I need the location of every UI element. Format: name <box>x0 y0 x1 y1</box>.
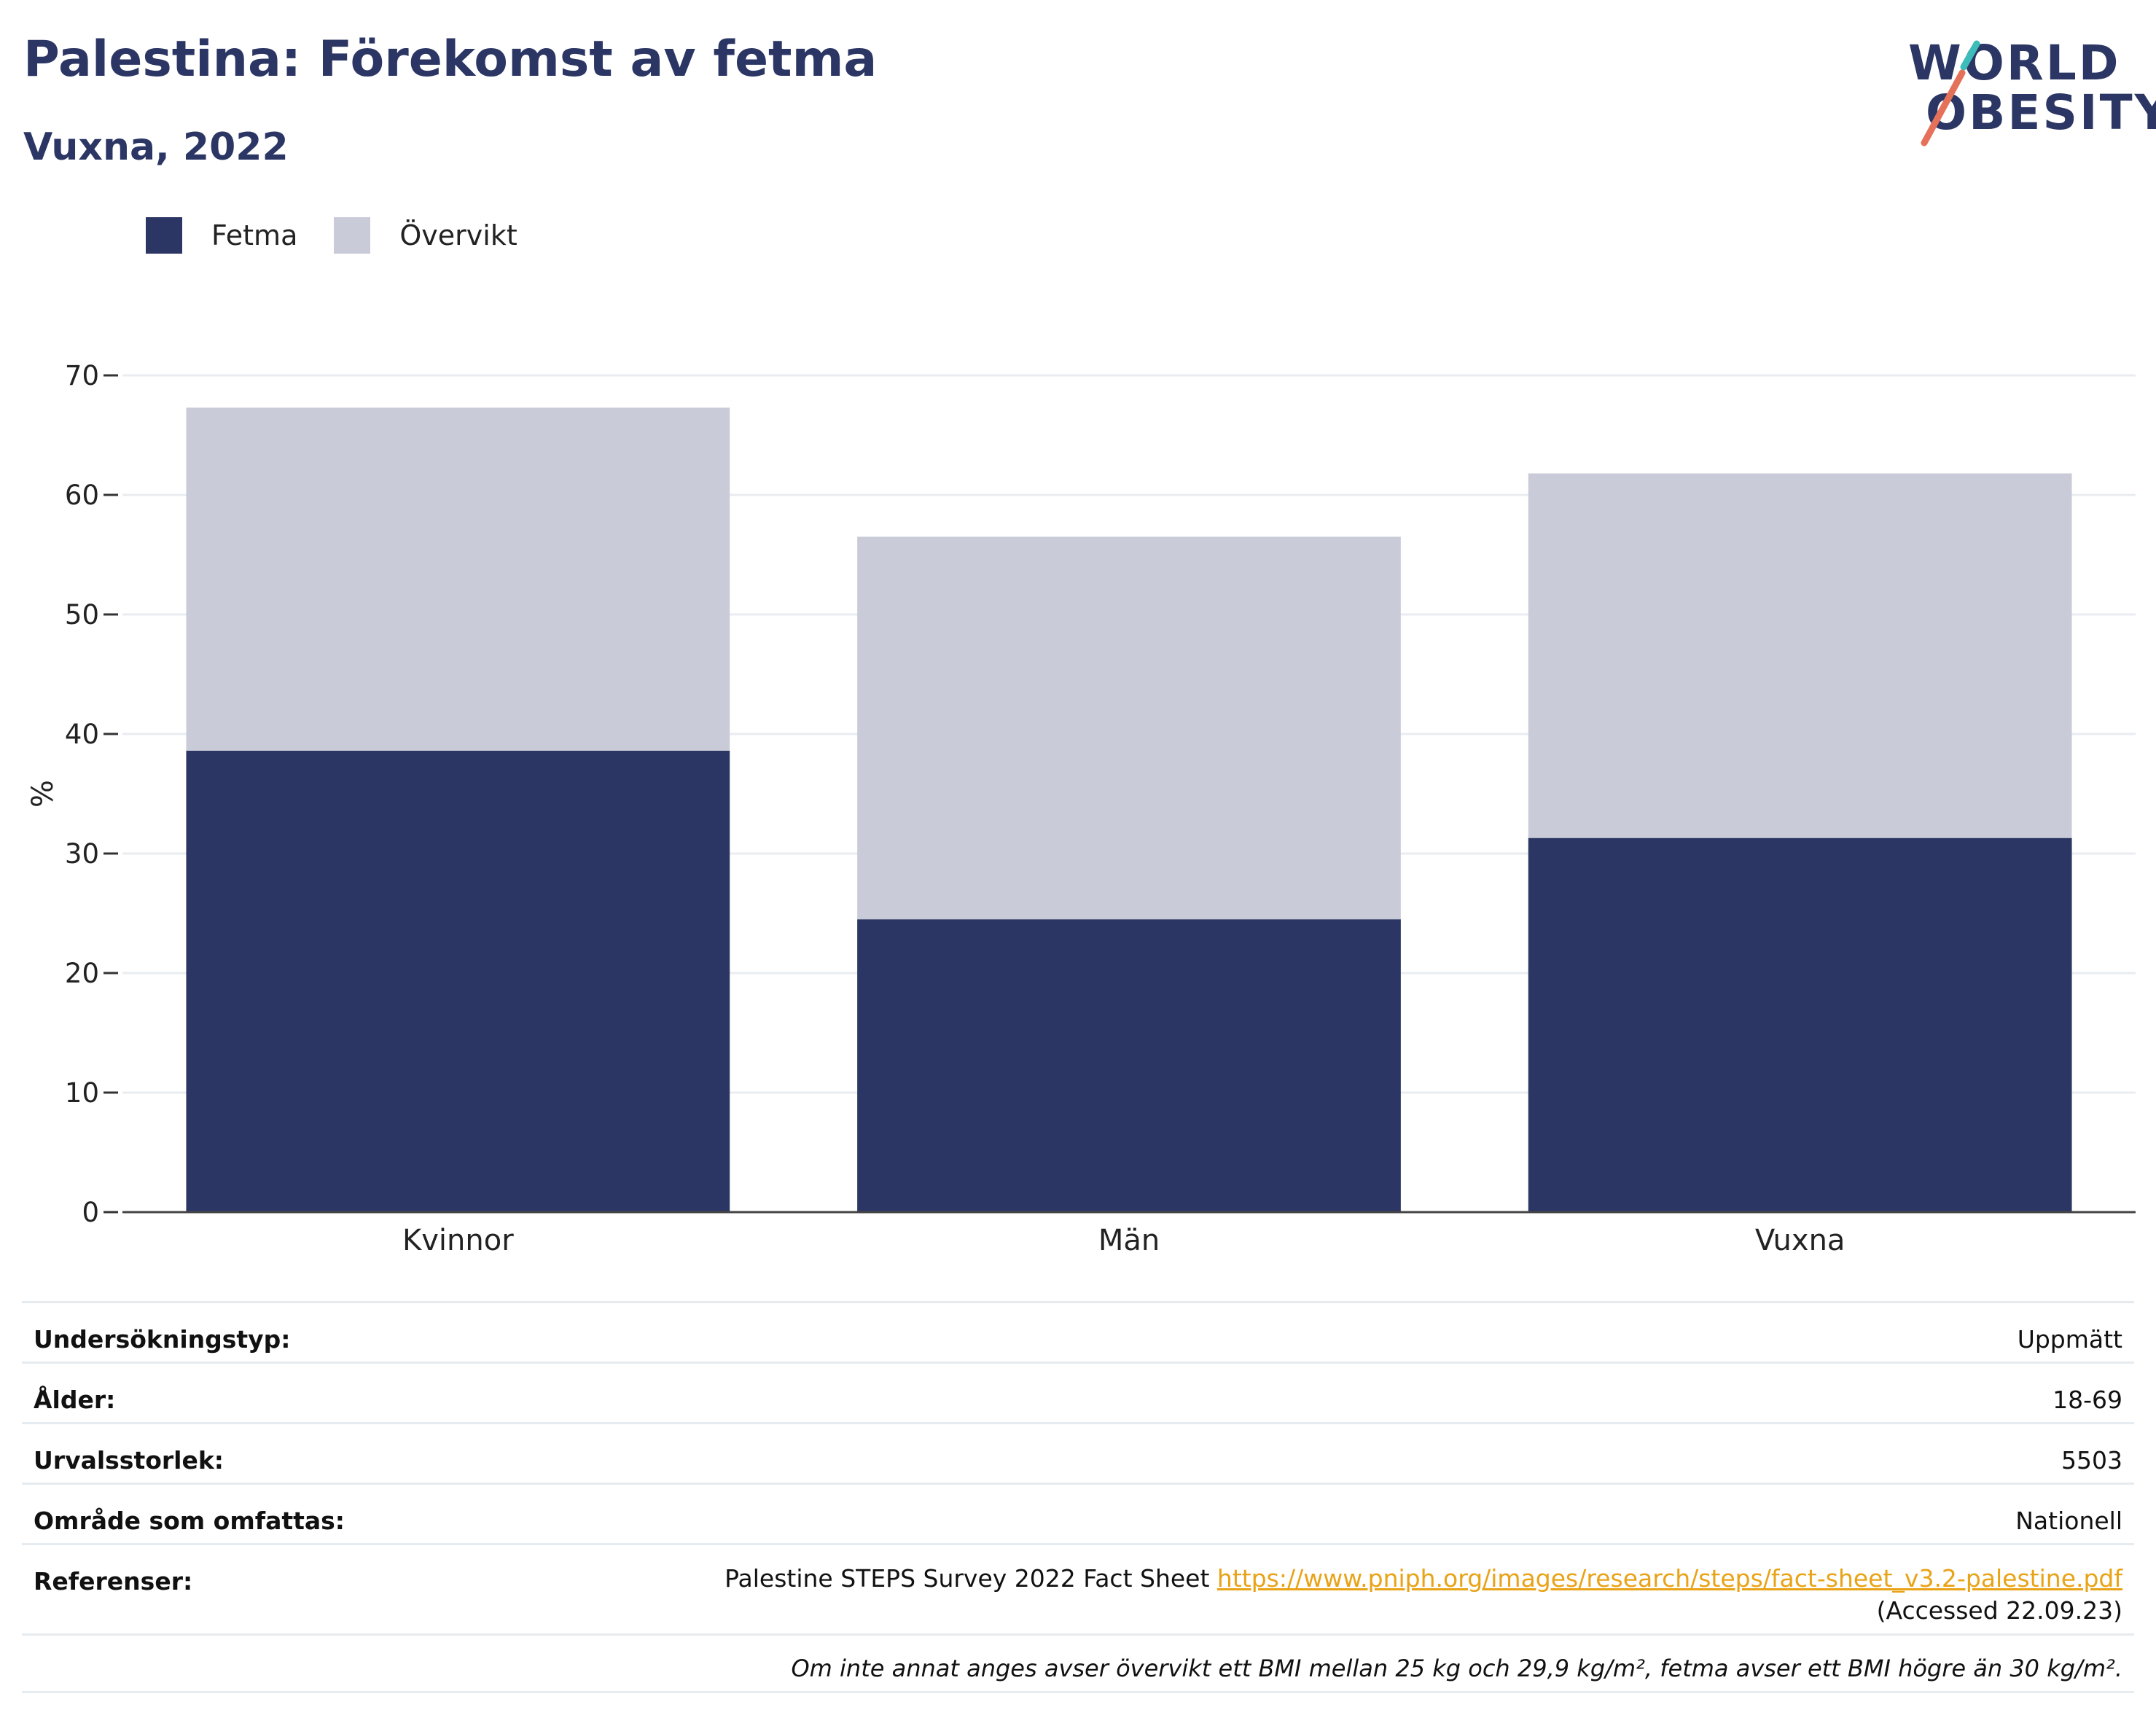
x-tick-label: Kvinnor <box>402 1224 514 1257</box>
legend-item-fetma[interactable]: Fetma <box>146 217 297 254</box>
y-tick-label: 40 <box>65 719 99 750</box>
bar-fetma-vuxna <box>1528 837 2072 1212</box>
info-label: Urvalsstorlek: <box>34 1446 224 1475</box>
bar-fetma-mn <box>857 919 1401 1212</box>
survey-info-table: Undersökningstyp: Uppmätt Ålder: 18-69 U… <box>22 1301 2134 1693</box>
reference-link[interactable]: https://www.pniph.org/images/research/st… <box>1216 1564 2122 1593</box>
reference-source-text: Palestine STEPS Survey 2022 Fact Sheet <box>724 1564 1210 1593</box>
y-tick-label: 30 <box>65 838 99 870</box>
info-row-survey-type: Undersökningstyp: Uppmätt <box>22 1301 2134 1362</box>
info-value: 5503 <box>2061 1446 2122 1475</box>
x-tick-label: Män <box>1098 1224 1160 1257</box>
y-axis-label: % <box>26 780 60 808</box>
world-obesity-logo: WORLD OBESITY <box>1895 22 2156 153</box>
legend-swatch-fetma <box>146 217 182 254</box>
info-value: 18-69 <box>2053 1386 2122 1414</box>
footnote: Om inte annat anges avser övervikt ett B… <box>22 1633 2134 1693</box>
legend-item-overvikt[interactable]: Övervikt <box>334 217 517 254</box>
info-row-age: Ålder: 18-69 <box>22 1362 2134 1422</box>
info-value: Nationell <box>2015 1507 2122 1535</box>
logo-slash-icon <box>1921 40 1980 147</box>
info-row-references: Referenser: Palestine STEPS Survey 2022 … <box>22 1543 2134 1633</box>
y-tick-label: 60 <box>65 480 99 511</box>
info-row-coverage: Område som omfattas: Nationell <box>22 1483 2134 1543</box>
y-tick-label: 70 <box>65 360 99 391</box>
chart-title: Palestina: Förekomst av fetma <box>23 31 878 88</box>
info-label: Undersökningstyp: <box>34 1325 291 1354</box>
bar-vervikt-vuxna <box>1528 473 2072 838</box>
references-value: Palestine STEPS Survey 2022 Fact Sheet h… <box>628 1563 2122 1627</box>
info-label: Ålder: <box>34 1386 116 1414</box>
legend-swatch-overvikt <box>334 217 371 254</box>
legend-label-overvikt: Övervikt <box>399 219 517 251</box>
legend-label-fetma: Fetma <box>211 219 298 251</box>
info-value: Uppmätt <box>2017 1325 2122 1354</box>
stacked-bar-chart: 0 10 20 30 40 50 60 70% Kvinnor Män Vuxna <box>26 360 2136 1257</box>
bar-fetma-kvinnor <box>186 750 730 1212</box>
logo-text-line2: OBESITY <box>1926 85 2156 141</box>
y-tick-label: 10 <box>65 1077 99 1109</box>
chart-legend: Fetma Övervikt <box>146 217 554 254</box>
references-label: Referenser: <box>34 1567 193 1596</box>
logo-text-line1: WORLD <box>1908 35 2121 91</box>
info-label: Område som omfattas: <box>34 1507 345 1535</box>
y-tick-label: 50 <box>65 599 99 630</box>
bar-vervikt-mn <box>857 536 1401 920</box>
x-tick-label: Vuxna <box>1755 1224 1846 1257</box>
info-row-sample-size: Urvalsstorlek: 5503 <box>22 1422 2134 1483</box>
y-tick-label: 0 <box>82 1197 99 1228</box>
chart-subtitle: Vuxna, 2022 <box>23 125 289 169</box>
bar-vervikt-kvinnor <box>186 407 730 751</box>
y-tick-label: 20 <box>65 958 99 989</box>
reference-accessed-text: (Accessed 22.09.23) <box>1876 1596 2122 1625</box>
